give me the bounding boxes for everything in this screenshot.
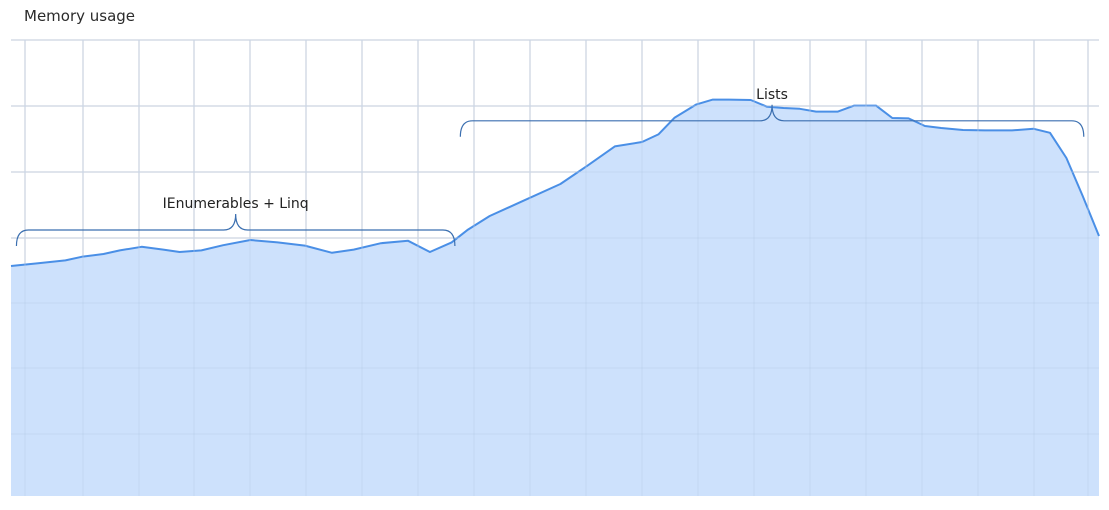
memory-line [10, 98, 1100, 267]
annotation-label-2: Lists [756, 87, 788, 103]
memory-area-fill [11, 99, 1099, 496]
chart-title: Memory usage [24, 7, 136, 25]
chart-series [10, 39, 1100, 496]
annotation-bracket-1 [15, 213, 456, 247]
grid-overlay [11, 39, 1099, 496]
annotation-label-1: IEnumerables + Linq [163, 196, 309, 212]
chart-annotations: IEnumerables + Linq Lists [15, 87, 1085, 247]
annotation-bracket-2 [459, 104, 1085, 137]
